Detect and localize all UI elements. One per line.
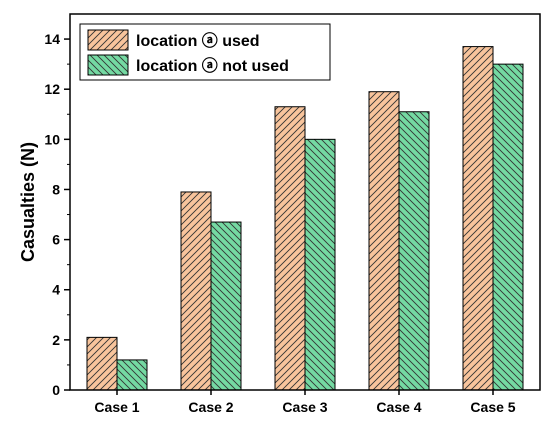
bar-used-2 (180, 191, 212, 391)
y-tick-label: 14 (44, 31, 60, 47)
bar-not-used-4 (398, 111, 430, 391)
legend: location ⓐ used location ⓐ not used (79, 23, 331, 81)
legend-label-not-used: location ⓐ not used (136, 56, 289, 75)
bar-not-used-3 (304, 138, 336, 391)
bar-not-used-2 (210, 221, 242, 391)
y-tick-label: 2 (52, 332, 60, 348)
y-axis-title: Casualties (N) (18, 142, 38, 262)
bar-used-4 (368, 91, 400, 391)
x-tick-label: Case 4 (376, 399, 421, 415)
bar-not-used-5 (492, 63, 524, 391)
y-tick-label: 6 (52, 232, 60, 248)
x-tick-label: Case 5 (470, 399, 515, 415)
y-tick-label: 10 (44, 131, 60, 147)
y-tick-label: 0 (52, 382, 60, 398)
bar-not-used-1 (116, 359, 148, 391)
bar-used-5 (462, 46, 494, 391)
legend-label-used: location ⓐ used (136, 31, 260, 50)
x-tick-label: Case 3 (282, 399, 327, 415)
y-axis: 0 2 4 6 8 10 12 14 (44, 31, 70, 398)
x-tick-label: Case 1 (94, 399, 139, 415)
bars-group (86, 46, 524, 391)
bar-used-1 (86, 336, 118, 391)
y-tick-label: 8 (52, 181, 60, 197)
bar-used-3 (274, 106, 306, 391)
legend-swatch-not-used (87, 54, 129, 76)
y-tick-label: 12 (44, 81, 60, 97)
x-tick-label: Case 2 (188, 399, 233, 415)
legend-swatch-used (87, 29, 129, 51)
x-axis: Case 1 Case 2 Case 3 Case 4 Case 5 (94, 390, 516, 415)
y-tick-label: 4 (52, 282, 60, 298)
